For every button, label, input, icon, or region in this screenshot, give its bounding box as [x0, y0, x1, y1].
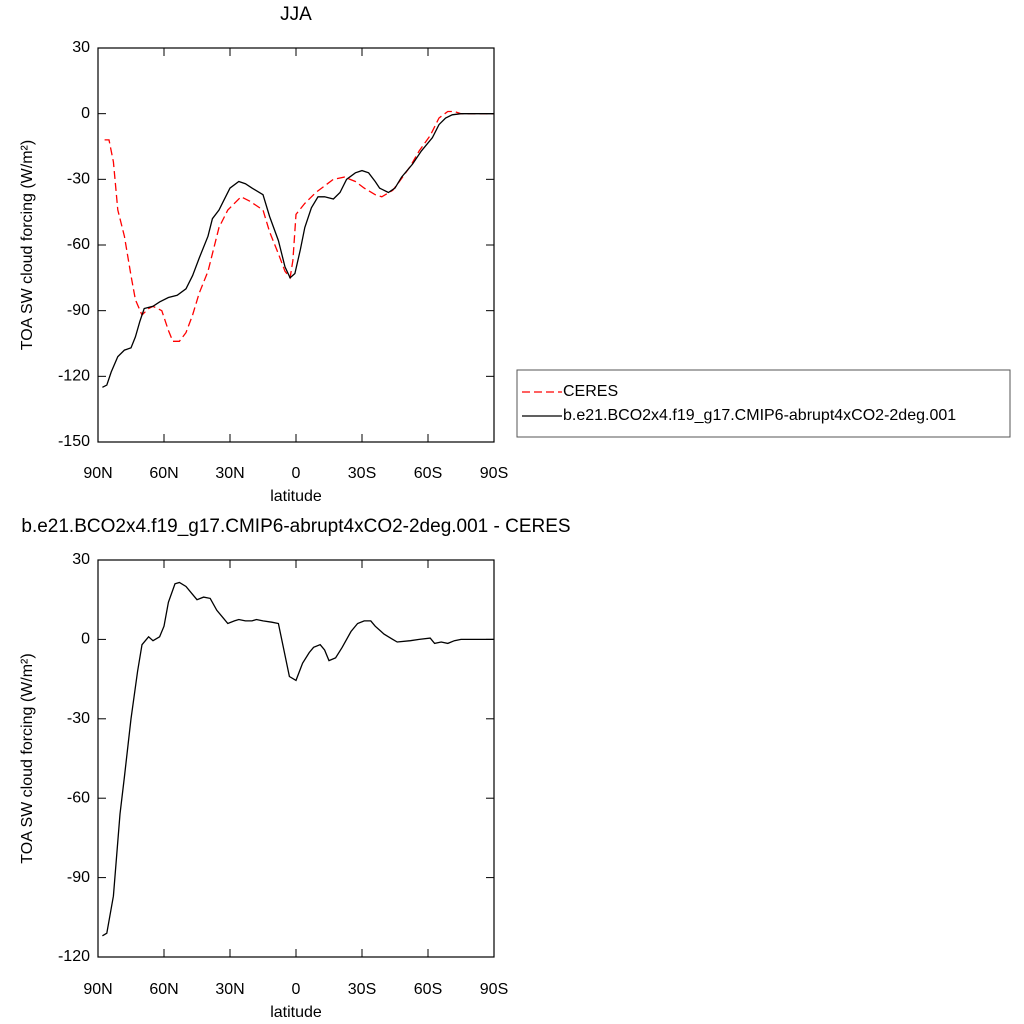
- x-axis-label: latitude: [270, 488, 322, 505]
- chart-title: b.e21.BCO2x4.f19_g17.CMIP6-abrupt4xCO2-2…: [21, 516, 570, 537]
- y-tick-label: 30: [72, 551, 90, 568]
- y-tick-label: 0: [81, 105, 90, 122]
- y-tick-label: 0: [81, 631, 90, 648]
- y-tick-label: -30: [67, 710, 90, 727]
- x-tick-label: 90S: [480, 981, 508, 998]
- y-tick-label: -120: [58, 368, 90, 385]
- data-line: [104, 110, 494, 342]
- x-tick-label: 90S: [480, 465, 508, 482]
- y-tick-label: -120: [58, 948, 90, 965]
- x-axis-label: latitude: [270, 1004, 322, 1021]
- legend-box: [516, 369, 1011, 438]
- x-tick-label: 60N: [149, 465, 178, 482]
- y-tick-label: -90: [67, 869, 90, 886]
- x-tick-label: 60N: [149, 981, 178, 998]
- y-tick-label: -30: [67, 171, 90, 188]
- x-tick-label: 30S: [348, 981, 376, 998]
- x-tick-label: 90N: [83, 981, 112, 998]
- x-tick-label: 60S: [414, 465, 442, 482]
- y-tick-label: -90: [67, 302, 90, 319]
- data-line: [102, 113, 494, 388]
- plot-frame: [97, 47, 495, 443]
- x-tick-label: 30N: [215, 465, 244, 482]
- plot-frame: [97, 559, 495, 958]
- x-tick-label: 90N: [83, 465, 112, 482]
- y-tick-label: 30: [72, 39, 90, 56]
- x-tick-label: 0: [292, 981, 301, 998]
- legend-label: b.e21.BCO2x4.f19_g17.CMIP6-abrupt4xCO2-2…: [563, 407, 956, 424]
- x-tick-label: 30S: [348, 465, 376, 482]
- y-axis-label: TOA SW cloud forcing (W/m²): [19, 140, 36, 350]
- legend-label: CERES: [563, 383, 618, 400]
- x-tick-label: 60S: [414, 981, 442, 998]
- x-tick-label: 0: [292, 465, 301, 482]
- x-tick-label: 30N: [215, 981, 244, 998]
- y-tick-label: -150: [58, 433, 90, 450]
- data-line: [102, 581, 494, 937]
- y-axis-label: TOA SW cloud forcing (W/m²): [19, 653, 36, 863]
- y-tick-label: -60: [67, 236, 90, 253]
- y-tick-label: -60: [67, 789, 90, 806]
- chart-title: JJA: [280, 4, 312, 25]
